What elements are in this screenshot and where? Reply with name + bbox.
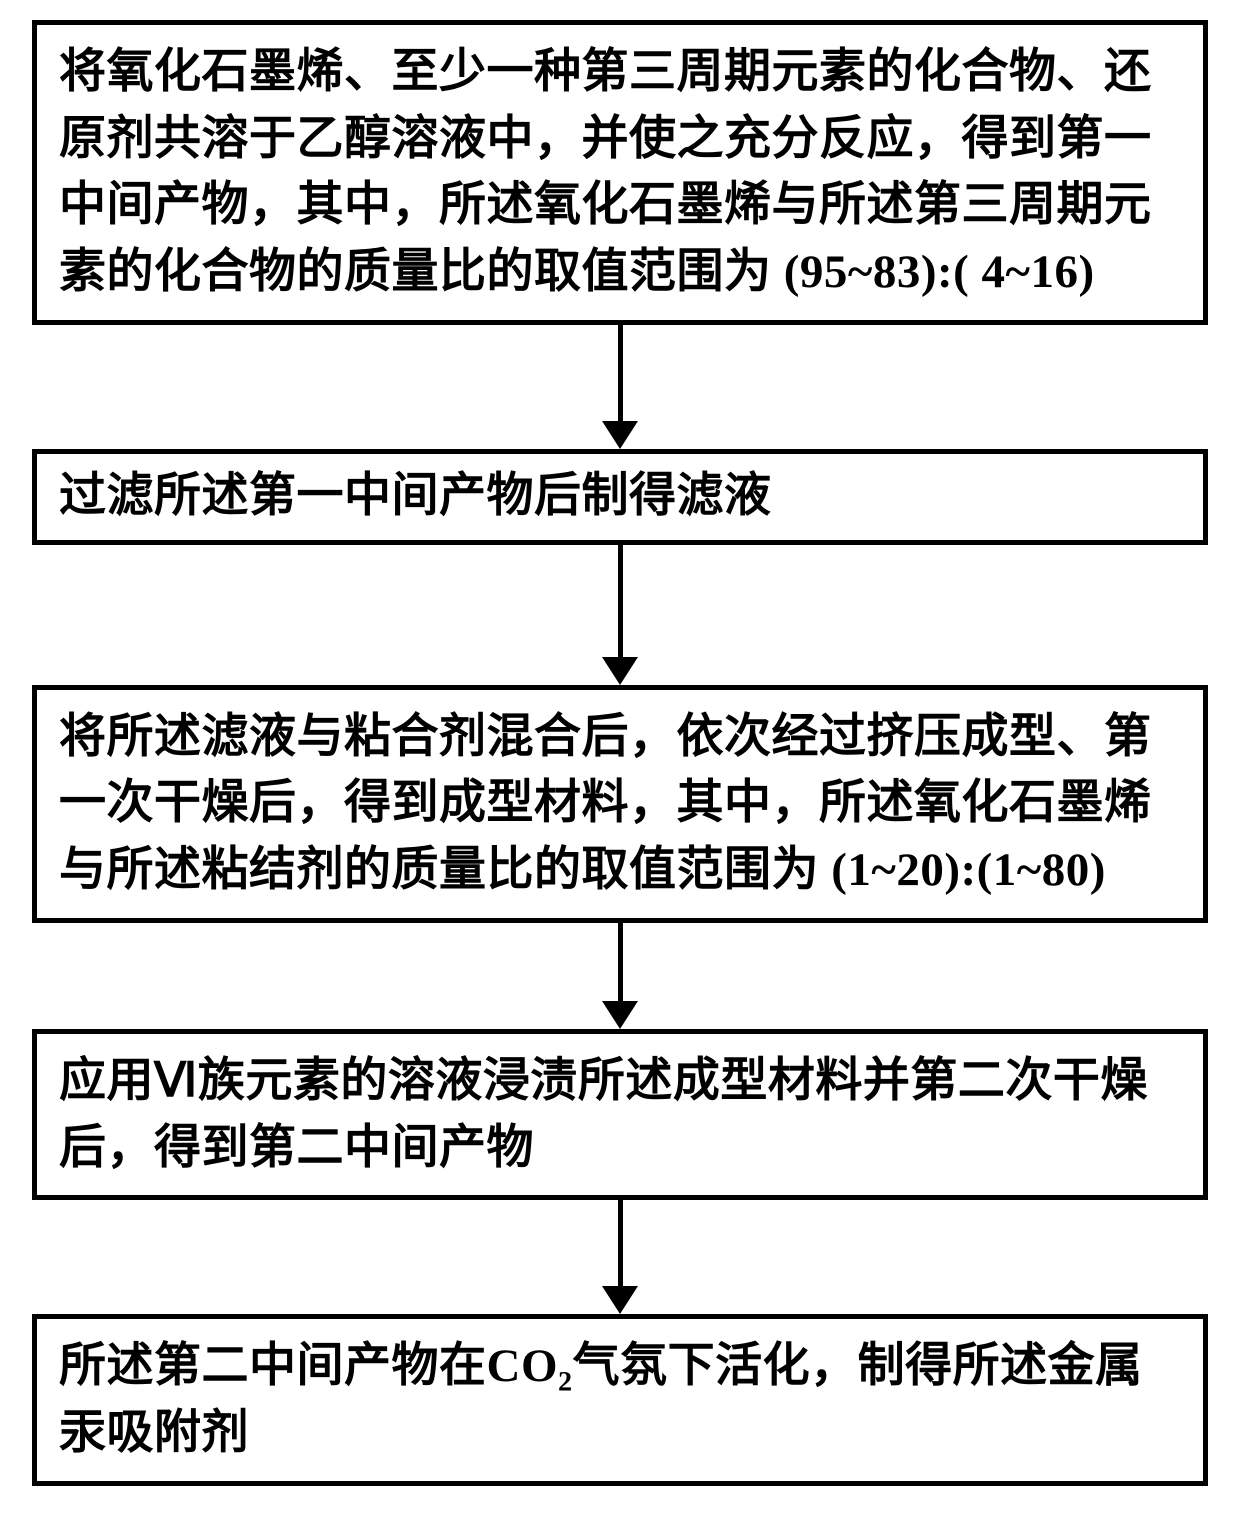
- arrow-shaft-icon: [618, 545, 623, 657]
- flow-step-2: 过滤所述第一中间产物后制得滤液: [32, 449, 1208, 545]
- flow-step-3-text: 将所述滤液与粘合剂混合后，依次经过挤压成型、第一次干燥后，得到成型材料，其中，所…: [59, 704, 1181, 904]
- flow-step-5: 所述第二中间产物在CO₂气氛下活化，制得所述金属汞吸附剂: [32, 1314, 1208, 1485]
- flow-arrow-4: [602, 1200, 638, 1314]
- arrow-shaft-icon: [618, 923, 623, 1001]
- flow-step-3: 将所述滤液与粘合剂混合后，依次经过挤压成型、第一次干燥后，得到成型材料，其中，所…: [32, 685, 1208, 923]
- flow-step-4-text: 应用Ⅵ族元素的溶液浸渍所述成型材料并第二次干燥后，得到第二中间产物: [59, 1048, 1181, 1181]
- flow-step-5-text: 所述第二中间产物在CO₂气氛下活化，制得所述金属汞吸附剂: [59, 1333, 1181, 1466]
- flow-step-1-text: 将氧化石墨烯、至少一种第三周期元素的化合物、还原剂共溶于乙醇溶液中，并使之充分反…: [59, 39, 1181, 306]
- arrow-head-icon: [602, 1001, 638, 1029]
- flow-arrow-1: [602, 325, 638, 449]
- flowchart-container: 将氧化石墨烯、至少一种第三周期元素的化合物、还原剂共溶于乙醇溶液中，并使之充分反…: [0, 0, 1240, 1516]
- arrow-shaft-icon: [618, 1200, 623, 1286]
- flow-arrow-3: [602, 923, 638, 1029]
- arrow-head-icon: [602, 657, 638, 685]
- arrow-shaft-icon: [618, 325, 623, 421]
- arrow-head-icon: [602, 1286, 638, 1314]
- arrow-head-icon: [602, 421, 638, 449]
- flow-step-2-text: 过滤所述第一中间产物后制得滤液: [59, 464, 1181, 530]
- flow-step-4: 应用Ⅵ族元素的溶液浸渍所述成型材料并第二次干燥后，得到第二中间产物: [32, 1029, 1208, 1200]
- flow-step-1: 将氧化石墨烯、至少一种第三周期元素的化合物、还原剂共溶于乙醇溶液中，并使之充分反…: [32, 20, 1208, 325]
- flow-arrow-2: [602, 545, 638, 685]
